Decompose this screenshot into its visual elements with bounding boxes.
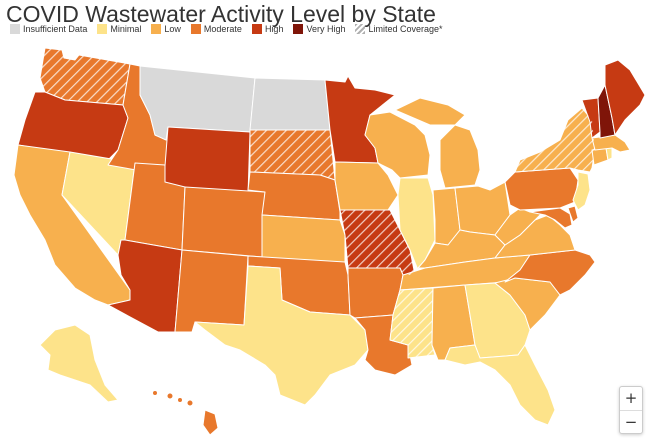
state-pa[interactable] xyxy=(504,167,579,211)
state-ca[interactable] xyxy=(13,144,131,306)
legend-item-moderate: Moderate xyxy=(190,24,242,34)
legend-swatch-moderate xyxy=(190,24,201,34)
state-ma[interactable] xyxy=(591,134,631,153)
state-wi[interactable] xyxy=(364,111,431,179)
legend-swatch-high xyxy=(251,24,262,34)
legend: Insufficient Data Minimal Low Moderate H… xyxy=(10,24,443,34)
state-co[interactable] xyxy=(181,186,266,258)
state-ny[interactable] xyxy=(514,107,596,173)
state-de[interactable] xyxy=(567,205,579,223)
legend-swatch-limited xyxy=(355,24,366,34)
legend-swatch-veryhigh xyxy=(293,24,304,34)
state-ia[interactable] xyxy=(334,161,399,211)
legend-label-minimal: Minimal xyxy=(110,24,142,34)
zoom-in-button[interactable]: + xyxy=(620,387,642,411)
legend-swatch-low xyxy=(151,24,162,34)
state-fl[interactable] xyxy=(444,344,556,426)
legend-label-moderate: Moderate xyxy=(203,24,242,34)
legend-item-veryhigh: Very High xyxy=(293,24,345,34)
zoom-control: + − xyxy=(619,386,643,434)
state-nc[interactable] xyxy=(504,249,596,296)
legend-label-high: High xyxy=(264,24,284,34)
state-mi[interactable] xyxy=(394,97,481,189)
zoom-out-button[interactable]: − xyxy=(620,411,642,434)
legend-item-limited: Limited Coverage* xyxy=(355,24,443,34)
state-tx[interactable] xyxy=(194,265,369,406)
state-nm[interactable] xyxy=(174,249,249,333)
state-nj[interactable] xyxy=(572,171,591,211)
legend-label-veryhigh: Very High xyxy=(306,24,346,34)
state-nd[interactable] xyxy=(249,77,331,131)
legend-label-insufficient: Insufficient Data xyxy=(23,24,88,34)
map-title: COVID Wastewater Activity Level by State xyxy=(6,1,436,27)
state-ct[interactable] xyxy=(591,147,609,166)
legend-label-low: Low xyxy=(164,24,181,34)
legend-item-minimal: Minimal xyxy=(97,24,141,34)
us-state-map xyxy=(13,47,646,436)
legend-swatch-insufficient xyxy=(10,24,20,34)
legend-item-insufficient: Insufficient Data xyxy=(10,24,87,34)
legend-label-limited: Limited Coverage* xyxy=(368,24,443,34)
legend-item-high: High xyxy=(251,24,284,34)
state-hi[interactable] xyxy=(152,390,219,436)
state-me[interactable] xyxy=(604,59,646,136)
state-ak[interactable] xyxy=(39,324,119,403)
legend-item-low: Low xyxy=(151,24,181,34)
legend-swatch-minimal xyxy=(97,24,108,34)
state-md[interactable] xyxy=(529,207,573,229)
